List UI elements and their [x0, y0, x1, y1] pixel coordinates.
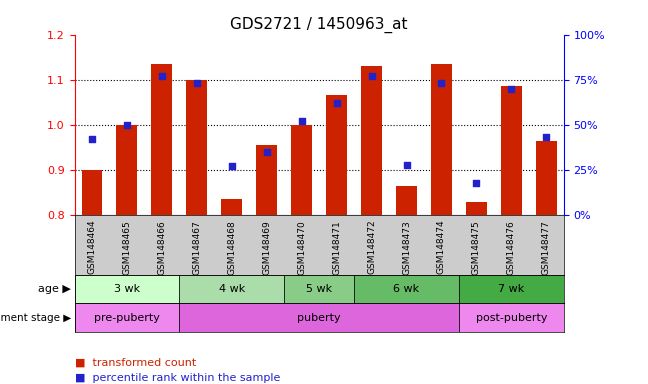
Bar [326, 96, 347, 215]
Text: 3 wk: 3 wk [114, 284, 140, 294]
Bar [361, 66, 382, 215]
Point [331, 100, 341, 106]
Text: puberty: puberty [297, 313, 341, 323]
Point [471, 179, 481, 185]
Bar [501, 86, 522, 215]
Text: GSM148476: GSM148476 [507, 220, 516, 275]
Text: ■  percentile rank within the sample: ■ percentile rank within the sample [75, 373, 280, 383]
Bar [291, 125, 312, 215]
Bar [179, 303, 459, 332]
Text: GSM148472: GSM148472 [367, 220, 376, 275]
Text: GSM148470: GSM148470 [297, 220, 306, 275]
Text: GSM148468: GSM148468 [227, 220, 237, 275]
Text: age ▶: age ▶ [38, 284, 71, 294]
Bar [459, 275, 564, 303]
Text: development stage ▶: development stage ▶ [0, 313, 71, 323]
Text: post-puberty: post-puberty [476, 313, 547, 323]
Point [157, 73, 167, 79]
Point [87, 136, 97, 142]
Text: GSM148467: GSM148467 [192, 220, 202, 275]
Text: GSM148464: GSM148464 [87, 220, 97, 275]
Title: GDS2721 / 1450963_at: GDS2721 / 1450963_at [231, 17, 408, 33]
Text: 5 wk: 5 wk [306, 284, 332, 294]
Bar [396, 186, 417, 215]
Text: GSM148469: GSM148469 [262, 220, 272, 275]
Point [192, 80, 202, 86]
Text: 7 wk: 7 wk [498, 284, 524, 294]
Bar [536, 141, 557, 215]
Point [262, 149, 272, 155]
Point [541, 134, 551, 141]
Bar [221, 199, 242, 215]
Text: pre-puberty: pre-puberty [94, 313, 160, 323]
Text: GSM148474: GSM148474 [437, 220, 446, 275]
Bar [187, 79, 207, 215]
Bar [117, 125, 137, 215]
Point [297, 118, 307, 124]
Bar [354, 275, 459, 303]
Text: GSM148477: GSM148477 [542, 220, 551, 275]
Bar [431, 64, 452, 215]
Text: GSM148475: GSM148475 [472, 220, 481, 275]
Bar [459, 303, 564, 332]
Bar [466, 202, 487, 215]
Bar [82, 170, 102, 215]
Point [401, 161, 411, 167]
Point [436, 80, 446, 86]
Bar [256, 145, 277, 215]
Bar [284, 275, 354, 303]
Bar [75, 275, 179, 303]
Bar [179, 275, 284, 303]
Point [122, 122, 132, 128]
Text: GSM148471: GSM148471 [332, 220, 341, 275]
Text: 6 wk: 6 wk [393, 284, 419, 294]
Text: GSM148466: GSM148466 [157, 220, 167, 275]
Point [227, 163, 237, 169]
Point [506, 86, 516, 92]
Bar [152, 64, 172, 215]
Text: GSM148473: GSM148473 [402, 220, 411, 275]
Point [366, 73, 376, 79]
Text: ■  transformed count: ■ transformed count [75, 358, 196, 368]
Bar [75, 303, 179, 332]
Text: GSM148465: GSM148465 [122, 220, 132, 275]
Text: 4 wk: 4 wk [218, 284, 245, 294]
